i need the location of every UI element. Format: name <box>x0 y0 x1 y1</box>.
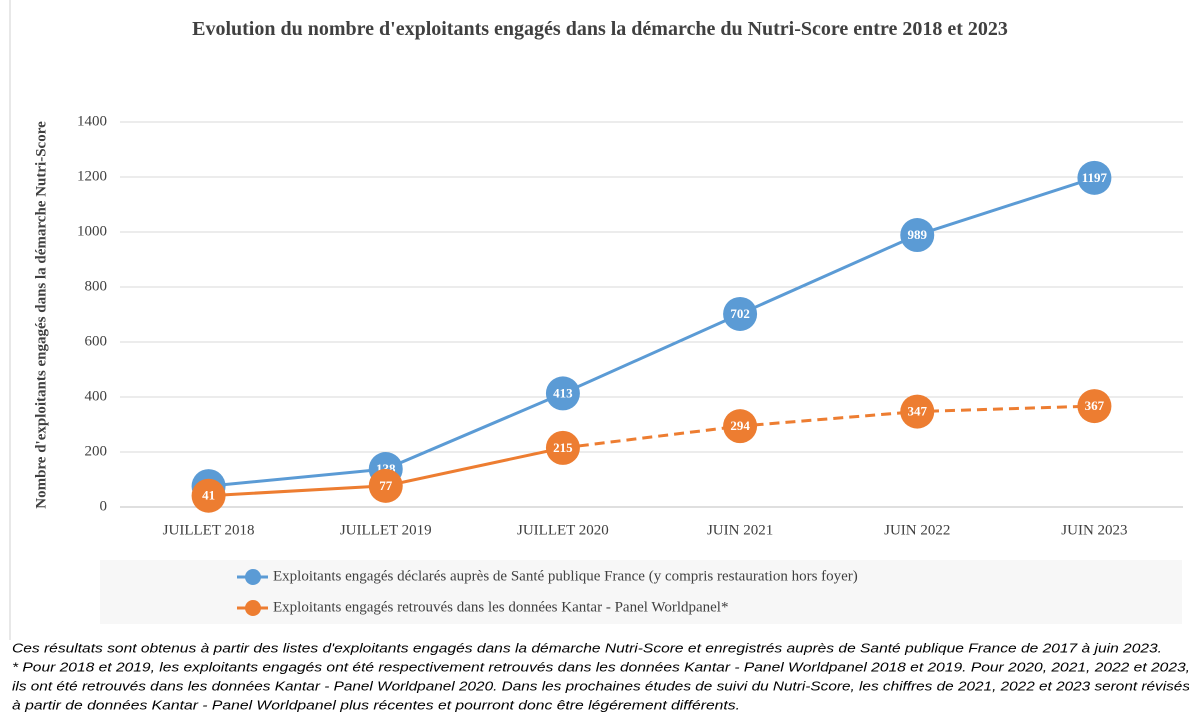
legend-label: Exploitants engagés retrouvés dans les d… <box>273 599 728 615</box>
data-point <box>368 468 403 503</box>
data-point <box>545 430 580 465</box>
data-label: 77 <box>379 478 393 493</box>
y-tick-label: 600 <box>85 333 108 349</box>
y-tick-label: 1400 <box>77 113 107 129</box>
data-point <box>545 376 580 411</box>
x-tick-label: JUILLET 2019 <box>340 522 432 538</box>
x-tick-label: JUIN 2021 <box>707 522 773 538</box>
footnote: à partir de données Kantar - Panel World… <box>12 697 740 712</box>
data-label: 347 <box>908 404 928 419</box>
x-tick-label: JUIN 2022 <box>884 522 950 538</box>
x-tick-label: JUIN 2023 <box>1061 522 1127 538</box>
data-label: 294 <box>730 418 750 433</box>
legend-marker <box>245 600 261 616</box>
legend-label: Exploitants engagés déclarés auprès de S… <box>273 568 858 584</box>
legend-marker <box>245 569 261 585</box>
data-label: 41 <box>202 488 215 503</box>
data-label: 367 <box>1085 398 1105 413</box>
data-point <box>900 394 935 429</box>
data-point <box>723 409 758 444</box>
data-label: 215 <box>553 440 573 455</box>
data-point <box>1077 160 1112 195</box>
data-point <box>1077 389 1112 424</box>
series-line <box>208 176 1095 488</box>
data-point <box>723 296 758 331</box>
y-tick-label: 0 <box>100 498 108 514</box>
x-tick-label: JUILLET 2020 <box>517 522 609 538</box>
y-tick-label: 200 <box>85 443 108 459</box>
footnote: * Pour 2018 et 2019, les exploitants eng… <box>12 659 1189 674</box>
y-tick-label: 1200 <box>77 168 107 184</box>
y-tick-label: 400 <box>85 388 108 404</box>
data-label: 702 <box>730 306 750 321</box>
legend-box <box>100 560 1182 624</box>
x-tick-label: JUILLET 2018 <box>163 522 255 538</box>
footnote: ils ont été retrouvés dans les données K… <box>12 678 1189 693</box>
y-axis-label: Nombre d'exploitants engagés dans la dém… <box>33 121 49 509</box>
chart-title: Evolution du nombre d'exploitants engagé… <box>192 18 1008 40</box>
data-label: 1197 <box>1082 170 1108 185</box>
series-line-dashed <box>562 404 1095 450</box>
footnote: Ces résultats sont obtenus à partir des … <box>12 640 1162 655</box>
data-point <box>900 218 935 253</box>
data-point <box>191 478 226 513</box>
data-label: 989 <box>908 227 928 242</box>
y-tick-label: 800 <box>85 278 108 294</box>
y-tick-label: 1000 <box>77 223 107 239</box>
data-label: 413 <box>553 385 573 400</box>
